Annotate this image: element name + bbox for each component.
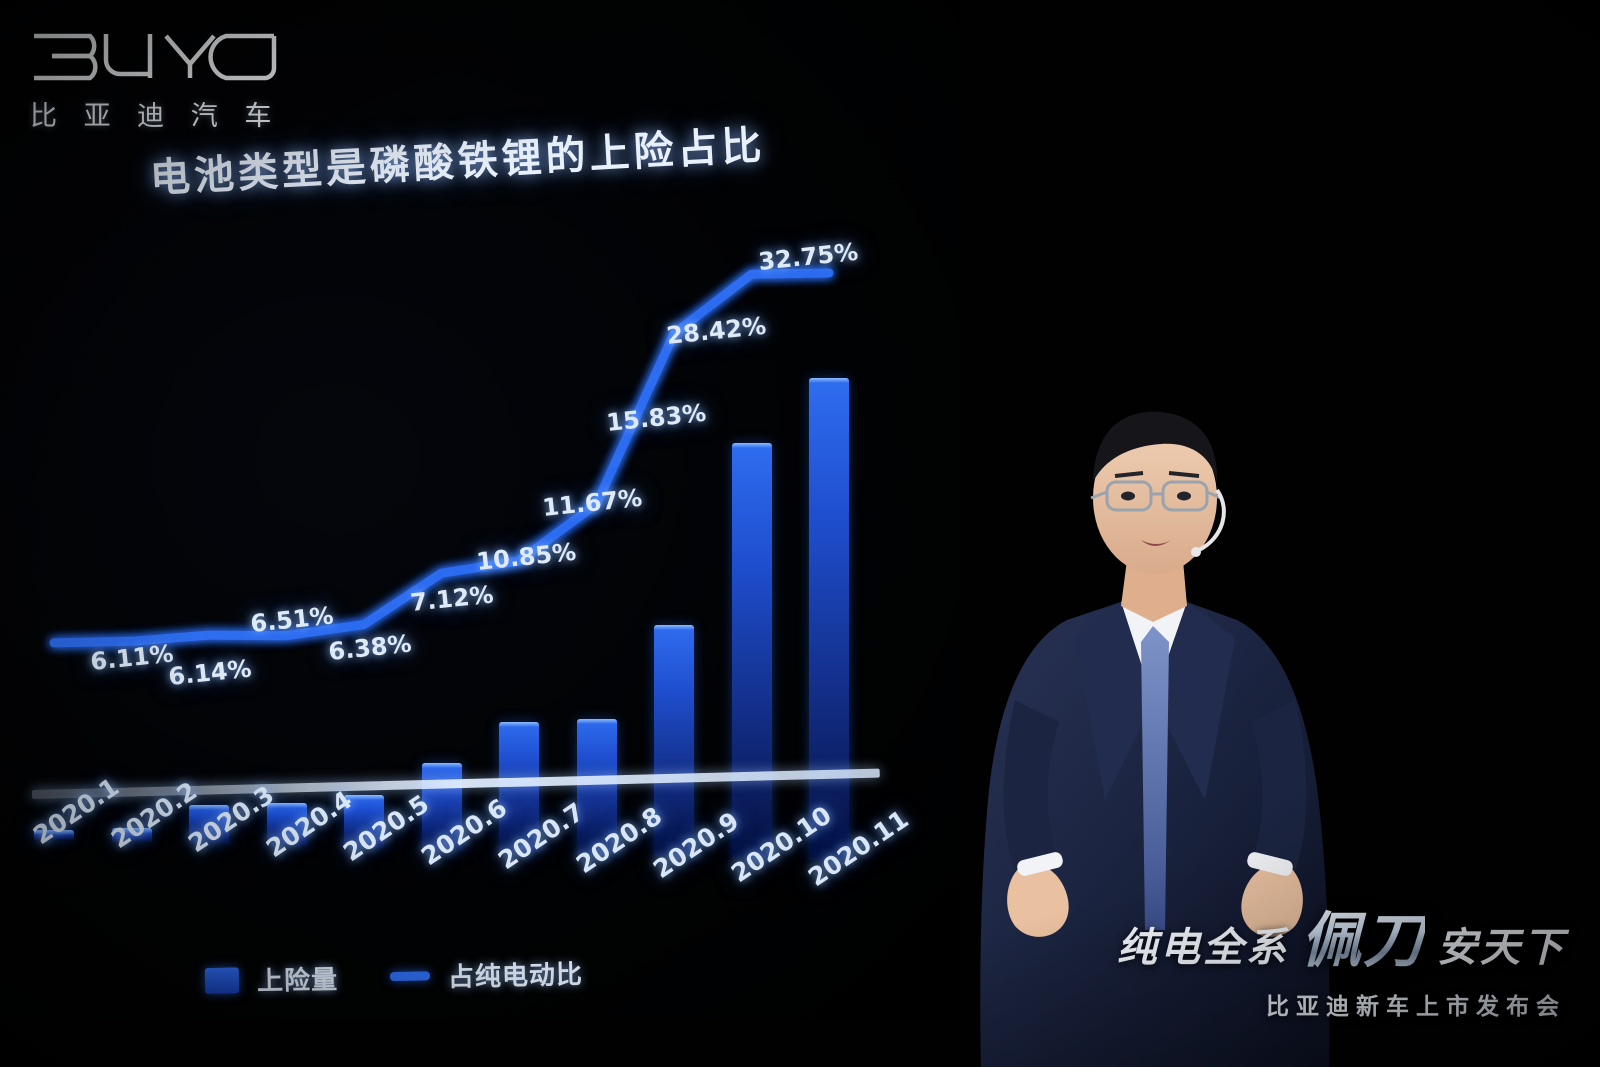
- x-tick-2020.4: 2020.4: [260, 784, 357, 863]
- x-tick-2020.1: 2020.1: [28, 772, 125, 851]
- x-axis-tick-labels: 2020.1 2020.2 2020.3 2020.4 2020.5 2020.6 2020…: [28, 772, 914, 892]
- chart-legend: 上险量 占纯电动比: [204, 954, 584, 999]
- event-subtitle: 比亚迪新车上市发布会: [1266, 994, 1566, 1020]
- x-tick-2020.6: 2020.6: [415, 793, 512, 872]
- event-tagline: 纯电全系 佩刀 安天下: [1117, 892, 1566, 979]
- legend-item-bar: 上险量: [204, 959, 339, 999]
- tagline-part-1: 纯电全系: [1117, 925, 1289, 971]
- legend-label-line: 占纯电动比: [447, 960, 584, 993]
- bar-swatch-icon: [204, 966, 240, 994]
- tagline-part-3: 安天下: [1437, 925, 1566, 971]
- tagline-part-2: 佩刀: [1301, 892, 1425, 979]
- x-tick-2020.2: 2020.2: [105, 776, 202, 855]
- event-branding: 纯电全系 佩刀 安天下 比亚迪新车上市发布会: [1117, 892, 1566, 1021]
- x-tick-2020.5: 2020.5: [338, 788, 435, 867]
- x-tick-2020.7: 2020.7: [493, 797, 590, 876]
- legend-label-bar: 上险量: [256, 965, 339, 997]
- legend-item-line: 占纯电动比: [389, 954, 584, 995]
- led-screen: 比 亚 迪 汽 车 电池类型是磷酸铁锂的上险占比 6.11% 6.14% 6.51%…: [0, 0, 960, 1020]
- line-swatch-icon: [389, 971, 431, 982]
